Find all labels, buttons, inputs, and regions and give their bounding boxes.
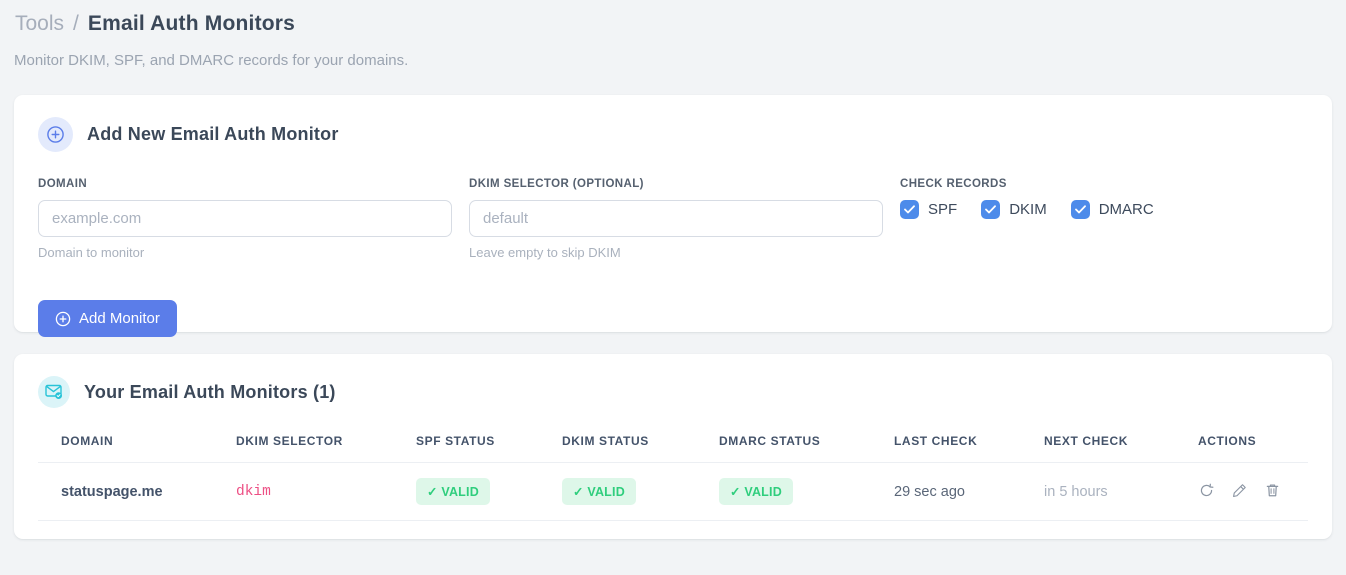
header-last-check: LAST CHECK [894, 428, 1044, 463]
breadcrumb-tools-link[interactable]: Tools [15, 12, 65, 35]
dmarc-checkbox[interactable] [1070, 200, 1090, 219]
monitors-list-card: Your Email Auth Monitors (1) DOMAIN DKIM… [14, 354, 1332, 539]
dkim-selector-field-helper: Leave empty to skip DKIM [469, 245, 621, 260]
dkim-status-badge: ✓ VALID [562, 478, 636, 505]
header-domain: DOMAIN [38, 428, 236, 463]
header-next-check: NEXT CHECK [1044, 428, 1198, 463]
dkim-checkbox[interactable] [981, 200, 1001, 219]
add-monitor-card-header: Add New Email Auth Monitor [38, 117, 1308, 152]
header-dmarc-status: DMARC STATUS [719, 428, 894, 463]
add-monitor-button-label: Add Monitor [79, 310, 160, 327]
refresh-icon[interactable] [1198, 482, 1215, 499]
plus-circle-icon [55, 311, 71, 326]
email-auth-monitors-page: Tools / Email Auth Monitors Monitor DKIM… [14, 12, 1332, 539]
header-actions: ACTIONS [1198, 428, 1308, 463]
monitors-card-header: Your Email Auth Monitors (1) [38, 376, 1308, 408]
page-subtitle: Monitor DKIM, SPF, and DMARC records for… [14, 52, 409, 69]
spf-checkbox-label: SPF [928, 201, 958, 218]
spf-checkbox-item[interactable]: SPF [900, 200, 957, 219]
check-records-group: CHECK RECORDS SPF DKIM [900, 178, 1308, 260]
domain-field-helper: Domain to monitor [38, 245, 145, 260]
email-check-icon [38, 376, 70, 408]
page-title: Email Auth Monitors [87, 12, 296, 35]
header-dkim-selector: DKIM SELECTOR [236, 428, 416, 463]
domain-input[interactable] [38, 200, 452, 237]
breadcrumb: Tools / Email Auth Monitors [14, 12, 1332, 36]
monitor-next-check: in 5 hours [1044, 462, 1198, 521]
dkim-selector-input[interactable] [469, 200, 883, 237]
check-records-options: SPF DKIM DMARC [900, 200, 1308, 219]
add-monitor-form: DOMAIN Domain to monitor DKIM SELECTOR (… [38, 178, 1308, 260]
dkim-selector-field-group: DKIM SELECTOR (OPTIONAL) Leave empty to … [469, 178, 883, 260]
monitors-card-title: Your Email Auth Monitors (1) [84, 381, 336, 402]
monitor-domain: statuspage.me [38, 462, 236, 521]
add-monitor-card: Add New Email Auth Monitor DOMAIN Domain… [14, 95, 1332, 337]
dmarc-checkbox-label: DMARC [1098, 201, 1154, 218]
monitor-actions [1198, 462, 1308, 521]
dkim-selector-field-label: DKIM SELECTOR (OPTIONAL) [469, 178, 644, 190]
dmarc-checkbox-item[interactable]: DMARC [1070, 200, 1154, 219]
add-monitor-button[interactable]: Add Monitor [38, 300, 177, 337]
domain-field-label: DOMAIN [38, 178, 88, 190]
delete-trash-icon[interactable] [1264, 482, 1281, 499]
domain-field-group: DOMAIN Domain to monitor [38, 178, 452, 260]
monitors-table: DOMAIN DKIM SELECTOR SPF STATUS DKIM STA… [38, 428, 1308, 521]
check-records-label: CHECK RECORDS [900, 178, 1007, 190]
plus-circle-icon [38, 117, 73, 152]
breadcrumb-separator: / [73, 12, 79, 35]
edit-pencil-icon[interactable] [1231, 482, 1248, 499]
dkim-checkbox-item[interactable]: DKIM [981, 200, 1047, 219]
monitor-last-check: 29 sec ago [894, 462, 1044, 521]
add-monitor-card-title: Add New Email Auth Monitor [87, 124, 339, 144]
dkim-checkbox-label: DKIM [1009, 201, 1047, 218]
header-dkim-status: DKIM STATUS [562, 428, 719, 463]
spf-checkbox[interactable] [900, 200, 919, 219]
table-header-row: DOMAIN DKIM SELECTOR SPF STATUS DKIM STA… [38, 428, 1308, 463]
table-row: statuspage.me dkim ✓ VALID ✓ VALID ✓ VAL… [38, 462, 1308, 521]
dmarc-status-badge: ✓ VALID [719, 478, 793, 505]
header-spf-status: SPF STATUS [416, 428, 562, 463]
spf-status-badge: ✓ VALID [416, 478, 490, 505]
monitor-dkim-selector: dkim [236, 462, 416, 521]
